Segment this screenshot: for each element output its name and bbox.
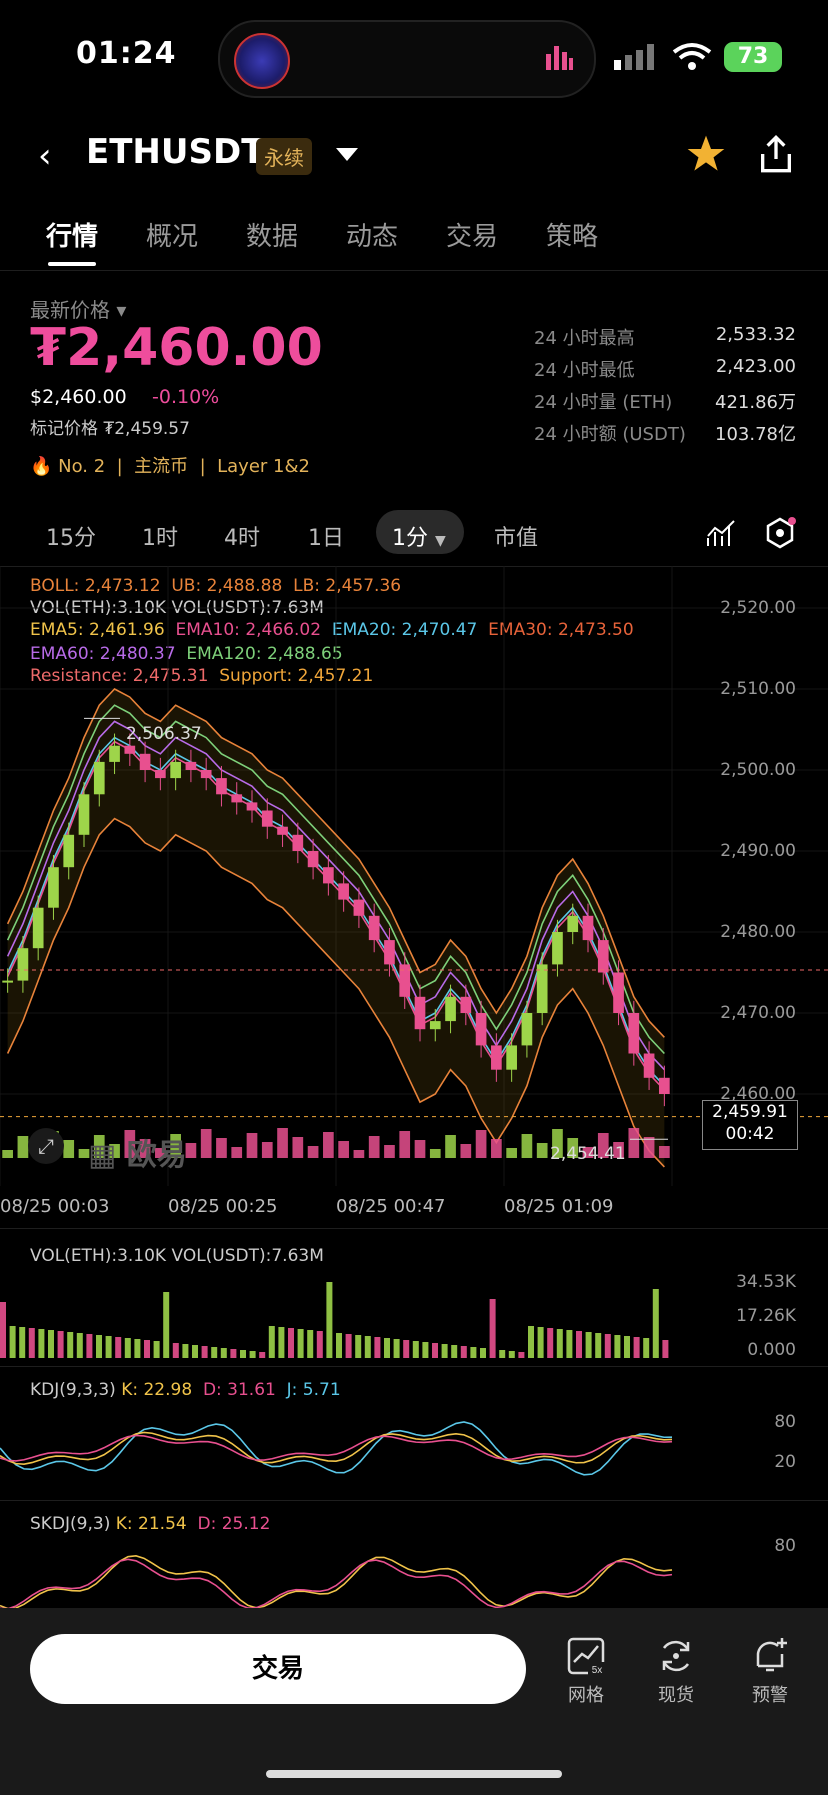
app-logo-icon	[234, 33, 290, 89]
alert-button[interactable]: 预警	[740, 1636, 800, 1707]
grid-label: 网格	[568, 1685, 604, 1706]
x-tick: 08/25 00:03	[0, 1196, 110, 1217]
y-tick: 2,510.00	[720, 679, 796, 699]
timeframe-1d[interactable]: 1日	[308, 526, 344, 551]
y-tick: 2,520.00	[720, 598, 796, 618]
swap-icon	[662, 1640, 690, 1672]
stat-label: 24 小时最高	[534, 328, 635, 349]
x-tick: 08/25 00:25	[168, 1196, 278, 1217]
dynamic-island[interactable]	[218, 20, 596, 98]
y-tick: 34.53K	[736, 1272, 796, 1292]
last-price: ₮2,460.00	[30, 318, 323, 378]
signal-icon	[614, 44, 654, 70]
kdj-chart[interactable]	[0, 1400, 690, 1496]
tab-trade[interactable]: 交易	[446, 222, 499, 252]
y-tick: 2,470.00	[720, 1003, 796, 1023]
divider	[0, 1500, 828, 1501]
boll-readout: BOLL: 2,473.12 UB: 2,488.88 LB: 2,457.36	[30, 576, 402, 596]
divider	[0, 1228, 828, 1229]
y-tick: 80	[774, 1536, 796, 1556]
y-tick: 20	[774, 1452, 796, 1472]
bell-icon	[756, 1638, 787, 1672]
chart-type-icon[interactable]	[706, 518, 736, 548]
contract-tag: 永续	[256, 138, 312, 175]
current-price-tag[interactable]: 2,459.91 00:42	[702, 1100, 798, 1150]
kdj-readout: KDJ(9,3,3) K: 22.98 D: 31.61 J: 5.71	[30, 1380, 341, 1400]
timeframe-15m[interactable]: 15分	[46, 526, 96, 551]
y-tick: 80	[774, 1412, 796, 1432]
stat-label: 24 小时最低	[534, 360, 635, 381]
audio-bars-icon	[546, 46, 573, 70]
high-mark: 2,506.37	[126, 724, 202, 744]
low-mark: 2,454.41	[550, 1144, 626, 1164]
wifi-icon	[672, 43, 712, 70]
stat-value: 2,423.00	[715, 356, 796, 377]
timeframe-active-bg	[376, 510, 464, 554]
skdj-chart[interactable]	[0, 1536, 690, 1608]
timeframe-4h[interactable]: 4时	[224, 526, 260, 551]
chevron-down-icon[interactable]	[336, 148, 358, 162]
back-icon[interactable]: ‹	[38, 136, 52, 176]
status-time: 01:24	[76, 36, 177, 71]
vol-panel-title: VOL(ETH):3.10K VOL(USDT):7.63M	[30, 1246, 324, 1266]
price-label[interactable]: 最新价格 ▾	[30, 298, 127, 322]
x-tick: 08/25 00:47	[336, 1196, 446, 1217]
stat-label: 24 小时量 (ETH)	[534, 392, 673, 413]
battery-indicator: 73	[724, 42, 782, 72]
divider	[0, 270, 828, 271]
ema-readout-1: EMA5: 2,461.96 EMA10: 2,466.02 EMA20: 2,…	[30, 620, 634, 640]
home-indicator[interactable]	[266, 1770, 562, 1778]
settings-icon[interactable]	[764, 516, 796, 550]
y-tick: 2,460.00	[720, 1084, 796, 1104]
x-tick: 08/25 01:09	[504, 1196, 614, 1217]
candlestick-chart[interactable]	[0, 566, 828, 1190]
divider	[0, 566, 828, 567]
tab-market[interactable]: 行情	[46, 222, 99, 252]
star-icon[interactable]	[686, 134, 726, 174]
countdown: 00:42	[725, 1124, 775, 1144]
spot-label: 现货	[658, 1685, 694, 1706]
tab-overview[interactable]: 概况	[146, 222, 199, 252]
tab-underline	[48, 262, 96, 266]
y-tick: 2,480.00	[720, 922, 796, 942]
usd-price: $2,460.00	[30, 386, 127, 408]
stat-value: 103.78亿	[715, 424, 796, 445]
fullscreen-icon[interactable]: ⤢	[28, 1128, 64, 1164]
volume-chart[interactable]	[0, 1266, 690, 1362]
y-tick: 2,490.00	[720, 841, 796, 861]
ema-readout-2: EMA60: 2,480.37 EMA120: 2,488.65	[30, 644, 343, 664]
tab-strategy[interactable]: 策略	[546, 222, 599, 252]
stat-value: 421.86万	[715, 392, 796, 413]
price-change: -0.10%	[152, 386, 220, 408]
timeframe-marketcap[interactable]: 市值	[494, 526, 539, 551]
symbol-title[interactable]: ETHUSDT	[86, 132, 265, 172]
stat-label: 24 小时额 (USDT)	[534, 424, 686, 445]
spot-button[interactable]: 现货	[646, 1636, 706, 1707]
watermark: ▦ 欧易	[88, 1138, 187, 1173]
trade-button[interactable]: 交易	[30, 1634, 526, 1704]
grid-badge: 5x	[592, 1665, 603, 1676]
share-icon[interactable]	[756, 134, 796, 174]
y-tick: 2,500.00	[720, 760, 796, 780]
timeframe-1h[interactable]: 1时	[142, 526, 178, 551]
mark-price: 标记价格 ₮2,459.57	[30, 419, 190, 439]
skdj-readout: SKDJ(9,3) K: 21.54 D: 25.12	[30, 1514, 271, 1534]
divider	[0, 1366, 828, 1367]
alert-label: 预警	[752, 1685, 788, 1706]
timeframe-1m[interactable]: 1分 ▼	[392, 526, 446, 551]
y-tick: 0.000	[747, 1340, 796, 1360]
tab-news[interactable]: 动态	[346, 222, 399, 252]
y-tick: 17.26K	[736, 1306, 796, 1326]
stat-value: 2,533.32	[715, 324, 796, 345]
grid-button[interactable]: 5x 网格	[556, 1636, 616, 1707]
sr-readout: Resistance: 2,475.31 Support: 2,457.21	[30, 666, 374, 686]
tab-data[interactable]: 数据	[246, 222, 299, 252]
grid-icon: 5x	[567, 1637, 606, 1676]
rank-row[interactable]: 🔥 No. 2 | 主流币 | Layer 1&2	[30, 456, 310, 477]
current-price: 2,459.91	[712, 1102, 788, 1122]
